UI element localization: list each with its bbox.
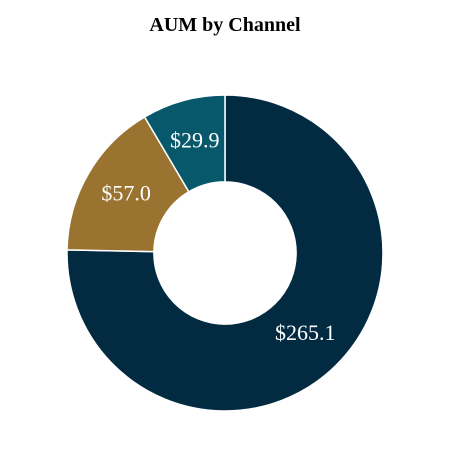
chart-title: AUM by Channel <box>149 14 301 36</box>
donut-slice-2 <box>143 94 226 193</box>
slice-label-2: $29.9 <box>170 128 220 153</box>
donut-slice-0 <box>66 94 384 412</box>
slice-label-0: $265.1 <box>275 320 336 345</box>
slice-label-1: $57.0 <box>101 180 151 205</box>
slices-group <box>66 94 384 412</box>
donut-slice-1 <box>66 115 190 253</box>
labels-group: $265.1 $57.0 $29.9 <box>101 128 335 345</box>
